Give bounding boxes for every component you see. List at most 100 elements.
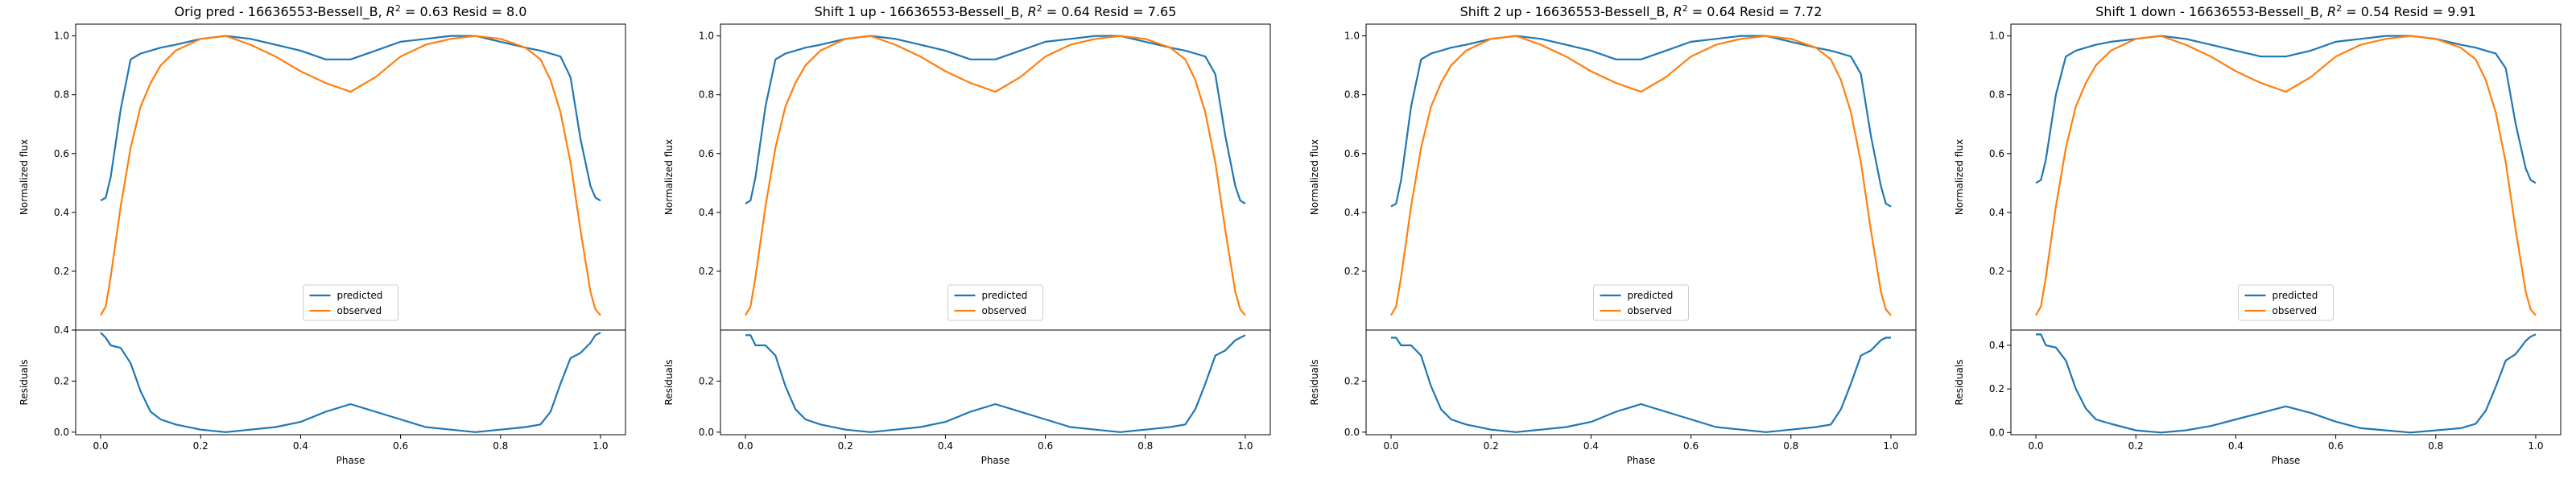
y-tick-label: 0.6: [1989, 148, 2004, 159]
x-tick-label: 0.8: [1137, 440, 1153, 452]
y-tick-label: 0.4: [1989, 207, 2004, 218]
y-tick-label: 0.6: [54, 148, 69, 159]
residual-y-axis-label: Residuals: [663, 360, 675, 406]
residual-y-axis-label: Residuals: [1954, 360, 1965, 406]
y-tick-label: 0.8: [54, 89, 69, 101]
legend-label-observed: observed: [982, 305, 1027, 316]
r2-value: = 0.64: [1688, 4, 1736, 19]
residual-y-axis-label: Residuals: [1309, 360, 1320, 406]
y-tick-label: 0.2: [54, 266, 69, 277]
y-tick-label: 1.0: [1344, 31, 1360, 42]
x-tick-label: 0.6: [393, 440, 408, 452]
x-tick-label: 0.2: [1484, 440, 1499, 452]
resid-text: Resid = 7.72: [1736, 4, 1822, 19]
x-tick-label: 1.0: [1883, 440, 1898, 452]
residual-line: [745, 334, 1246, 433]
legend: predicted observed: [1593, 284, 1689, 321]
y-tick-label: 1.0: [1989, 31, 2004, 42]
residual-y-tick-label: 0.0: [1344, 427, 1360, 438]
r2-symbol: R: [1028, 4, 1037, 19]
x-tick-label: 0.0: [2028, 440, 2043, 452]
x-tick-label: 0.4: [938, 440, 953, 452]
y-tick-label: 0.8: [699, 89, 714, 101]
residual-y-tick-label: 0.0: [1989, 427, 2004, 438]
y-tick-label: 0.2: [1989, 266, 2004, 277]
r2-symbol: R: [1674, 4, 1682, 19]
series-line-observed: [745, 35, 1246, 316]
subplot-2: Shift 1 up - 16636553-Bessell_B, R2 = 0.…: [663, 3, 1271, 466]
y-tick-label: 0.6: [699, 148, 714, 159]
y-axis-label: Normalized flux: [1954, 139, 1965, 215]
y-tick-label: 0.6: [1344, 148, 1360, 159]
y-tick-label: 0.8: [1344, 89, 1360, 101]
y-tick-label: 0.4: [54, 207, 69, 218]
title-text: Orig pred - 16636553-Bessell_B,: [175, 4, 386, 20]
r2-symbol: R: [386, 4, 395, 19]
y-tick-label: 1.0: [699, 31, 714, 42]
residual-y-tick-label: 0.2: [54, 375, 69, 386]
x-tick-label: 0.2: [2128, 440, 2144, 452]
x-tick-label: 0.8: [1783, 440, 1798, 452]
residual-y-tick-label: 0.0: [54, 427, 69, 438]
x-tick-label: 0.4: [1583, 440, 1599, 452]
x-tick-label: 0.0: [1383, 440, 1398, 452]
y-axis-label: Normalized flux: [19, 139, 30, 215]
x-tick-label: 1.0: [2528, 440, 2543, 452]
subplot-3: Shift 2 up - 16636553-Bessell_B, R2 = 0.…: [1309, 3, 1917, 466]
residual-y-tick-label: 0.0: [699, 427, 714, 438]
x-tick-label: 0.6: [1038, 440, 1053, 452]
x-tick-label: 0.8: [2428, 440, 2443, 452]
legend-label-predicted: predicted: [982, 290, 1028, 301]
title-text: Shift 1 down - 16636553-Bessell_B,: [2095, 4, 2327, 20]
residual-axes: [75, 329, 626, 436]
residual-line: [2036, 333, 2537, 434]
resid-text: Resid = 8.0: [448, 4, 526, 19]
residual-line: [1391, 336, 1891, 433]
r2-value: = 0.63: [401, 4, 448, 19]
subplot-4: Shift 1 down - 16636553-Bessell_B, R2 = …: [1954, 3, 2562, 466]
y-axis-label: Normalized flux: [1309, 139, 1320, 215]
residual-y-tick-label: 0.2: [1344, 375, 1360, 386]
x-tick-label: 0.4: [2228, 440, 2244, 452]
subplot-1: Orig pred - 16636553-Bessell_B, R2 = 0.6…: [19, 3, 626, 466]
x-tick-label: 1.0: [1237, 440, 1253, 452]
x-tick-label: 0.2: [838, 440, 853, 452]
x-axis-label: Phase: [1627, 455, 1656, 466]
residual-y-axis-label: Residuals: [19, 360, 30, 406]
chart-title: Orig pred - 16636553-Bessell_B, R2 = 0.6…: [175, 3, 527, 20]
x-tick-label: 0.0: [737, 440, 753, 452]
y-tick-label: 0.2: [1344, 266, 1360, 277]
residual-axes: [2010, 329, 2562, 436]
x-tick-label: 0.6: [2328, 440, 2343, 452]
legend-label-observed: observed: [337, 305, 382, 316]
x-tick-label: 0.0: [93, 440, 108, 452]
x-axis-label: Phase: [981, 455, 1010, 466]
legend: predicted observed: [2238, 284, 2334, 321]
residual-y-tick-label: 0.2: [1989, 383, 2004, 394]
resid-text: Resid = 9.91: [2389, 4, 2475, 19]
chart-title: Shift 1 up - 16636553-Bessell_B, R2 = 0.…: [815, 3, 1177, 20]
x-tick-label: 0.2: [193, 440, 208, 452]
residual-y-tick-label: 0.2: [699, 375, 714, 386]
legend: predicted observed: [947, 284, 1043, 321]
y-tick-label: 0.8: [1989, 89, 2004, 101]
title-text: Shift 2 up - 16636553-Bessell_B,: [1460, 4, 1674, 20]
series-line-predicted: [1390, 35, 1892, 208]
series-line-observed: [1390, 35, 1892, 316]
series-line-observed: [100, 35, 601, 316]
x-tick-label: 1.0: [592, 440, 608, 452]
x-axis-label: Phase: [2272, 455, 2301, 466]
legend-label-observed: observed: [1628, 305, 1673, 316]
legend-label-predicted: predicted: [337, 290, 383, 301]
r2-symbol: R: [2327, 4, 2336, 19]
chart-title: Shift 2 up - 16636553-Bessell_B, R2 = 0.…: [1460, 3, 1823, 20]
resid-text: Resid = 7.65: [1090, 4, 1176, 19]
chart-title: Shift 1 down - 16636553-Bessell_B, R2 = …: [2095, 3, 2476, 20]
residual-y-tick-label: 0.4: [1989, 340, 2004, 351]
residual-line: [100, 332, 601, 433]
r2-value: = 0.64: [1042, 4, 1090, 19]
series-line-predicted: [745, 35, 1246, 204]
legend-label-observed: observed: [2273, 305, 2318, 316]
legend-label-predicted: predicted: [1628, 290, 1674, 301]
